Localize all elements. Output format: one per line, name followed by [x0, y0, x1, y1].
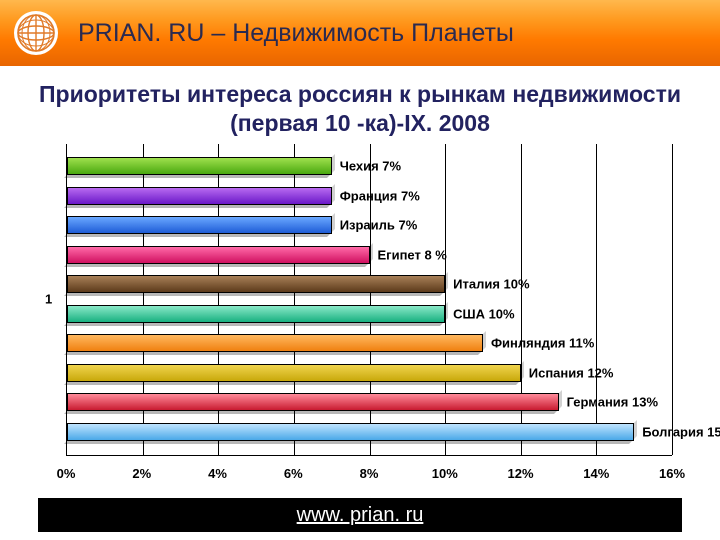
header-title: PRIAN. RU – Недвижимость Планеты [78, 19, 514, 48]
bar-label: Египет 8 % [378, 247, 447, 262]
chart-bar [67, 216, 332, 234]
chart-bar-row: США 10% [67, 304, 672, 324]
x-tick-label: 12% [507, 466, 533, 481]
header-bar: PRIAN. RU – Недвижимость Планеты [0, 0, 720, 66]
footer-link[interactable]: www. prian. ru [297, 504, 424, 527]
bar-label: Испания 12% [529, 365, 614, 380]
chart-bar-row: Франция 7% [67, 186, 672, 206]
chart-bar [67, 364, 521, 382]
chart-bar [67, 305, 445, 323]
chart-bar [67, 393, 559, 411]
chart-bar [67, 157, 332, 175]
bar-label: Болгария 15% [642, 424, 720, 439]
x-tick-label: 14% [583, 466, 609, 481]
footer-bar: www. prian. ru [38, 498, 682, 532]
chart-bars: Чехия 7% Франция 7% Израиль 7% Египет 8 % Ит… [67, 152, 672, 447]
globe-icon [14, 11, 58, 55]
x-tick-label: 10% [432, 466, 458, 481]
chart-bar [67, 187, 332, 205]
bar-label: Финляндия 11% [491, 336, 594, 351]
chart-bar-row: Болгария 15% [67, 422, 672, 442]
bar-label: Германия 13% [567, 395, 658, 410]
x-tick-label: 8% [360, 466, 379, 481]
bar-label: США 10% [453, 306, 514, 321]
x-tick-label: 16% [659, 466, 685, 481]
chart-plot: 1 Чехия 7%Франция 7%Израиль 7%Египет 8 %… [66, 144, 672, 456]
chart-bar [67, 246, 370, 264]
bar-label: Франция 7% [340, 188, 420, 203]
x-axis-ticks: 0%2%4%6%8%10%12%14%16% [66, 462, 672, 484]
x-tick-label: 4% [208, 466, 227, 481]
chart-title: Приоритеты интереса россиян к рынкам нед… [30, 80, 690, 138]
chart-bar [67, 423, 634, 441]
y-axis-label: 1 [45, 292, 52, 307]
chart-bar-row: Израиль 7% [67, 215, 672, 235]
grid-line [672, 144, 673, 455]
chart-bar [67, 275, 445, 293]
chart-area: 1 Чехия 7% Франция 7% Израиль 7% Египет 8 %… [38, 144, 682, 484]
chart-bar-row: Германия 13% [67, 392, 672, 412]
chart-bar [67, 334, 483, 352]
chart-bar-row: Чехия 7% [67, 156, 672, 176]
bar-label: Чехия 7% [340, 159, 401, 174]
chart-bar-row: Египет 8 % [67, 245, 672, 265]
chart-bar-row: Италия 10% [67, 274, 672, 294]
bar-label: Италия 10% [453, 277, 529, 292]
chart-bar-row: Испания 12% [67, 363, 672, 383]
chart-bar-row: Финляндия 11% [67, 333, 672, 353]
x-tick-label: 2% [132, 466, 151, 481]
bar-label: Израиль 7% [340, 218, 418, 233]
x-tick-label: 0% [57, 466, 76, 481]
x-tick-label: 6% [284, 466, 303, 481]
